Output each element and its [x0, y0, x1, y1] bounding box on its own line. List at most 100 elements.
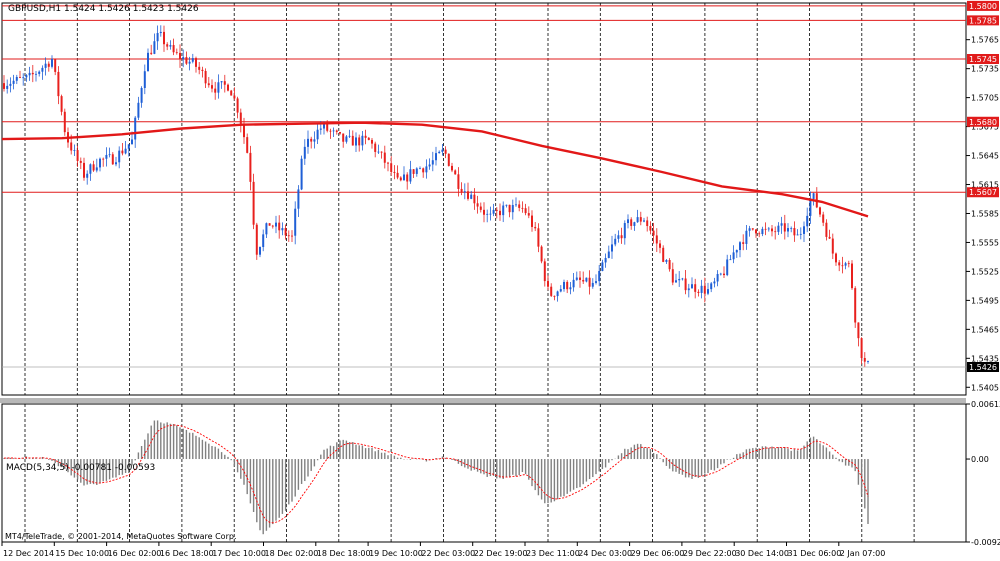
- candle-body: [403, 174, 405, 181]
- candle-body: [294, 208, 297, 236]
- candle-body: [431, 160, 434, 165]
- candle-body: [867, 361, 869, 362]
- candle-body: [63, 111, 66, 133]
- candle-body: [105, 154, 108, 159]
- candle-body: [425, 166, 428, 173]
- candle-body: [179, 52, 181, 60]
- symbol-header: GBPUSD,H1 1.5424 1.5426 1.5423 1.5426: [8, 4, 199, 14]
- candle-body: [351, 135, 354, 146]
- candle-body: [124, 148, 127, 154]
- candle-body: [486, 213, 489, 215]
- candle-body: [28, 72, 31, 76]
- candle-body: [495, 209, 498, 211]
- candle-body: [665, 260, 668, 262]
- candle-body: [553, 295, 556, 297]
- candle-body: [428, 164, 431, 167]
- candle-body: [255, 224, 258, 255]
- candle-body: [262, 234, 265, 248]
- candle-body: [54, 58, 57, 72]
- candle-body: [844, 263, 847, 266]
- candle-body: [156, 33, 159, 42]
- candle-body: [758, 233, 761, 235]
- macd-signal-line: [3, 424, 869, 524]
- candle-body: [671, 269, 674, 283]
- candle-body: [508, 204, 511, 213]
- price-tick-label: 1.5615: [971, 181, 999, 190]
- candle-body: [751, 228, 754, 230]
- candle-body: [812, 193, 815, 199]
- candle-body: [524, 208, 527, 214]
- candle-body: [307, 138, 309, 147]
- candle-body: [310, 138, 313, 142]
- candle-body: [9, 83, 12, 86]
- candle-body: [172, 45, 175, 53]
- candle-body: [710, 283, 713, 290]
- time-tick-label: 22 Dec 03:00: [421, 549, 475, 558]
- candle-body: [697, 291, 700, 293]
- candle-body: [847, 263, 850, 265]
- candle-body: [51, 58, 53, 67]
- candle-body: [95, 167, 98, 171]
- candle-body: [419, 168, 421, 170]
- time-tick-label: 12 Dec 2014: [3, 549, 54, 558]
- candle-body: [121, 150, 124, 154]
- price-tick-label: 1.5405: [971, 383, 999, 392]
- price-tick-label: 1.5735: [971, 65, 999, 74]
- candle-body: [707, 289, 709, 294]
- candle-body: [492, 209, 495, 214]
- candle-body: [825, 222, 828, 237]
- candle-body: [188, 61, 191, 64]
- candle-body: [348, 135, 351, 137]
- candle-body: [217, 82, 220, 93]
- candle-body: [278, 222, 281, 231]
- candle-body: [223, 81, 226, 85]
- time-tick-label: 2 Jan 07:00: [840, 549, 886, 558]
- candle-body: [835, 253, 837, 263]
- candle-body: [134, 117, 137, 140]
- candle-body: [291, 235, 293, 237]
- price-tick-label: 1.5435: [971, 354, 999, 363]
- candle-body: [358, 137, 361, 146]
- level-price-tag: [967, 116, 999, 127]
- candle-body: [534, 226, 537, 229]
- candle-body: [342, 133, 345, 142]
- level-price-tag: [967, 0, 999, 11]
- candle-body: [332, 130, 335, 132]
- candle-body: [652, 230, 655, 236]
- level-price-tag: [967, 15, 999, 26]
- candle-body: [169, 45, 172, 47]
- candle-body: [783, 223, 786, 232]
- candle-body: [25, 75, 28, 78]
- candle-body: [137, 102, 140, 118]
- candle-body: [345, 136, 348, 142]
- indicator-pane-frame: [1, 403, 967, 543]
- candle-body: [703, 285, 706, 294]
- candle-body: [547, 281, 549, 287]
- candle-body: [655, 235, 658, 244]
- candle-body: [787, 228, 789, 232]
- candle-body: [316, 129, 319, 140]
- time-tick-label: 16 Dec 02:00: [108, 549, 162, 558]
- time-tick-label: 24 Dec 03:00: [578, 549, 632, 558]
- current-price-tag: [967, 362, 999, 372]
- candle-body: [713, 281, 716, 284]
- candle-body: [742, 242, 745, 244]
- candle-body: [518, 204, 521, 208]
- time-tick-label: 19 Dec 10:00: [369, 549, 423, 558]
- candle-body: [643, 220, 645, 222]
- candle-body: [729, 259, 732, 261]
- candle-body: [617, 235, 620, 239]
- candle-body: [806, 215, 809, 227]
- candle-body: [12, 80, 15, 84]
- candle-body: [630, 219, 633, 226]
- price-tick-label: 1.5705: [971, 94, 999, 103]
- candle-body: [841, 265, 844, 267]
- candle-body: [86, 173, 89, 178]
- candle-body: [735, 250, 738, 253]
- candle-body: [838, 262, 841, 266]
- candle-body: [435, 153, 437, 161]
- candle-body: [399, 177, 402, 181]
- level-price-label: 1.5745: [969, 55, 997, 64]
- candle-body: [415, 168, 418, 174]
